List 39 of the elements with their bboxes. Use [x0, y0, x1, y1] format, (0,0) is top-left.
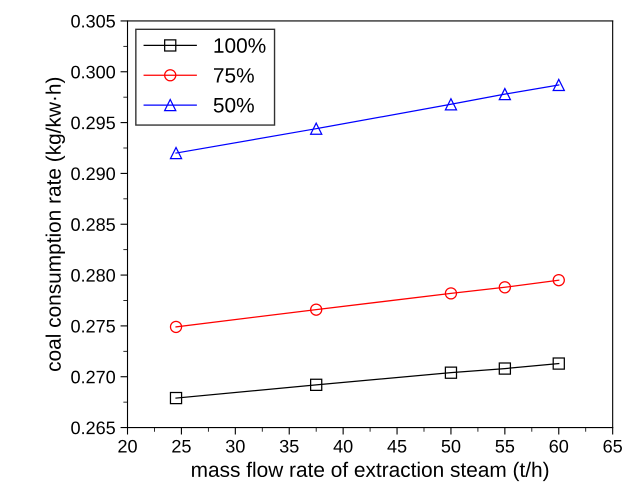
legend-label: 100%: [214, 38, 266, 53]
point: [170, 146, 182, 160]
x-tick-label: 60: [550, 440, 568, 453]
point: [552, 274, 565, 286]
y-tick-label: 0.265: [71, 421, 115, 434]
x-tick-label: 35: [280, 440, 299, 453]
point: [498, 88, 512, 100]
point: [444, 366, 458, 379]
point: [552, 357, 565, 370]
x-tick-label: 20: [118, 440, 137, 453]
y-tick-label: 0.280: [71, 269, 116, 282]
y-tick-label: 0.285: [71, 218, 115, 231]
point: [310, 303, 322, 316]
x-tick-label: 45: [387, 440, 406, 453]
y-tick-label: 0.305: [71, 14, 115, 28]
y-tick-label: 0.270: [71, 370, 116, 384]
y-tick-label: 0.290: [71, 167, 116, 180]
x-tick-label: 50: [442, 440, 460, 453]
legend-label: 75%: [214, 68, 254, 83]
x-tick-label: 65: [604, 440, 622, 453]
point: [444, 98, 458, 110]
y-tick-label: 0.275: [71, 320, 115, 333]
point: [552, 78, 565, 92]
point: [310, 378, 322, 392]
point: [170, 320, 182, 334]
y-tick-label: 0.300: [71, 66, 116, 78]
point: [498, 362, 512, 375]
legend-label: 50%: [214, 98, 254, 113]
point: [310, 122, 322, 135]
point: [444, 287, 458, 300]
x-tick-label: 40: [334, 440, 352, 453]
y-tick-label: 0.295: [71, 116, 115, 130]
x-tick-label: 55: [496, 440, 514, 453]
y-axis-title: coal consumption rate (kg/kw·h): [46, 78, 65, 371]
x-tick-label: 30: [226, 440, 245, 453]
point: [170, 392, 182, 404]
point: [498, 281, 512, 294]
x-axis-title: mass flow rate of extraction steam (t/h): [192, 462, 548, 482]
x-tick-label: 25: [172, 440, 191, 453]
